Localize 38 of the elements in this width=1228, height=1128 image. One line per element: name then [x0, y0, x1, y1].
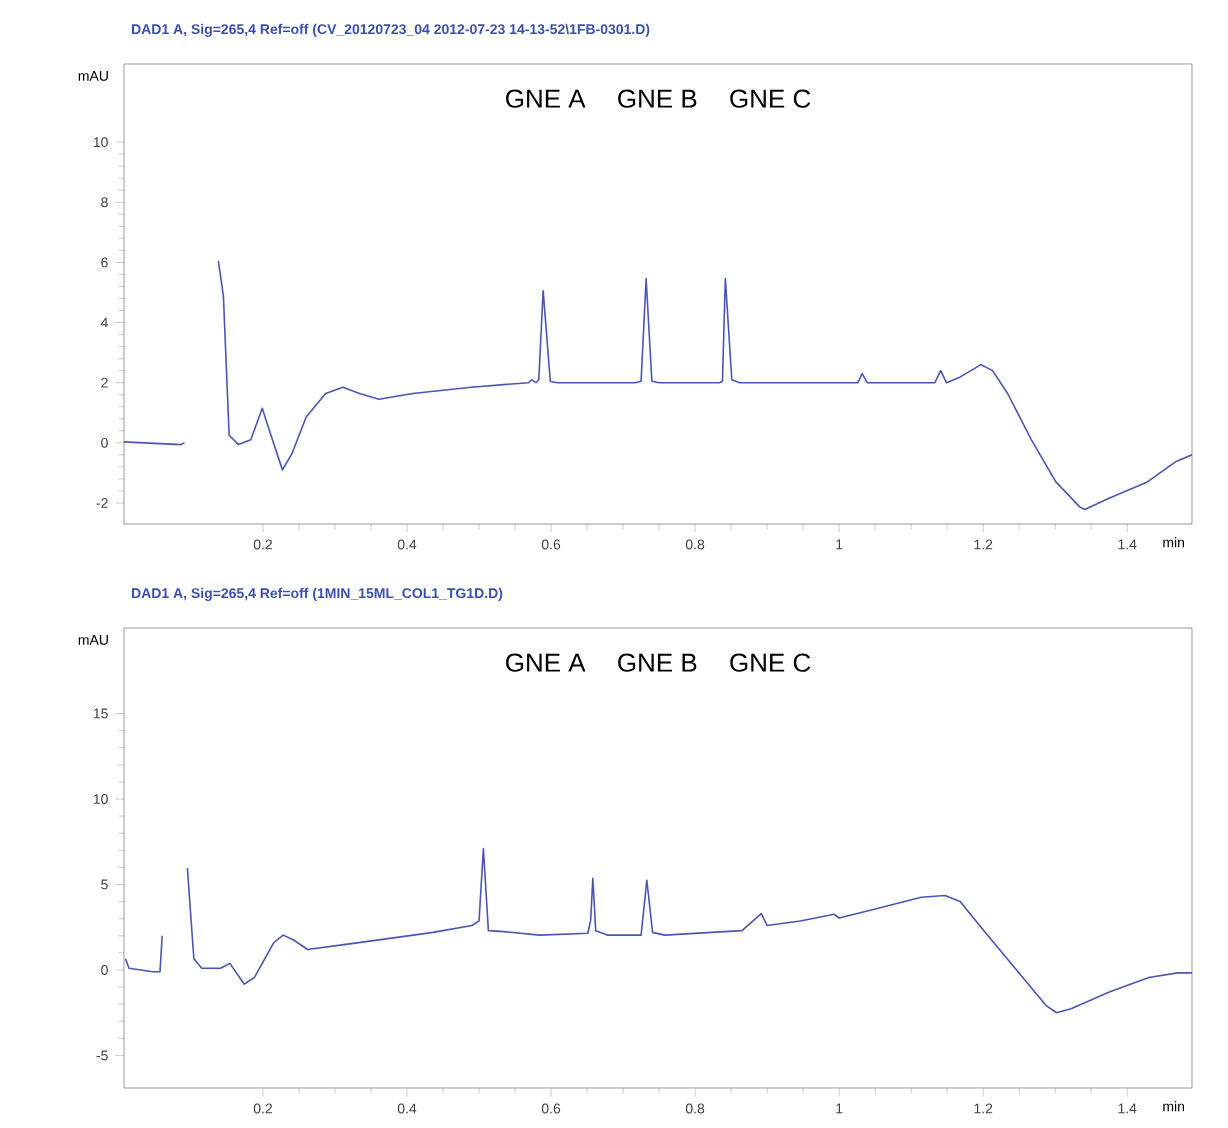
- x-tick-label: 0.8: [685, 539, 705, 550]
- y-tick-label: -2: [96, 498, 108, 508]
- annotation: GNE B: [618, 89, 697, 108]
- y-tick-label: 6: [101, 257, 108, 268]
- x-axis-title: min: [1163, 1101, 1185, 1112]
- x-tick-label: 0.6: [541, 1103, 561, 1114]
- y-tick-label: 10: [93, 137, 108, 148]
- x-tick-label: 1: [836, 1103, 843, 1114]
- x-axis-title: min: [1163, 537, 1185, 548]
- x-tick-label: 0.6: [541, 539, 561, 550]
- x-tick-label: 1.2: [974, 539, 993, 550]
- y-tick-label: 4: [100, 317, 108, 328]
- y-tick-label: 10: [93, 794, 108, 804]
- annotation: GNE A: [506, 89, 586, 108]
- x-tick-label: 1.2: [974, 1103, 993, 1114]
- y-tick-label: 0: [101, 437, 108, 448]
- annotation: GNE C: [730, 653, 811, 672]
- x-tick-label: 0.4: [397, 539, 417, 550]
- annotation: GNE C: [730, 89, 811, 108]
- y-tick-label: 0: [101, 965, 108, 975]
- y-tick-label: 15: [93, 708, 108, 719]
- y-tick-label: 5: [101, 879, 108, 890]
- y-axis-title: mAU: [78, 71, 108, 81]
- chart-title: DAD1 A, Sig=265,4 Ref=off (CV_20120723_04 2012-07-23 14-13-52\1FB-0301.D): [132, 23, 650, 37]
- annotation: GNE A: [506, 653, 586, 672]
- x-tick-label: 0.2: [253, 539, 273, 550]
- x-tick-label: 1.4: [1118, 1103, 1137, 1114]
- y-axis-title: mAU: [78, 635, 108, 645]
- y-tick-label: 2: [101, 377, 108, 388]
- x-tick-label: 0.2: [253, 1103, 273, 1114]
- x-tick-label: 1.4: [1118, 539, 1137, 550]
- x-tick-label: 0.4: [397, 1103, 417, 1114]
- y-tick-label: -5: [96, 1050, 108, 1061]
- y-tick-label: 8: [101, 197, 108, 208]
- x-tick-label: 1: [836, 539, 843, 550]
- chart-title: DAD1 A, Sig=265,4 Ref=off (1MIN_15ML_COL1_TG1D.D): [132, 587, 503, 601]
- annotation: GNE B: [618, 653, 697, 672]
- x-tick-label: 0.8: [685, 1103, 705, 1114]
